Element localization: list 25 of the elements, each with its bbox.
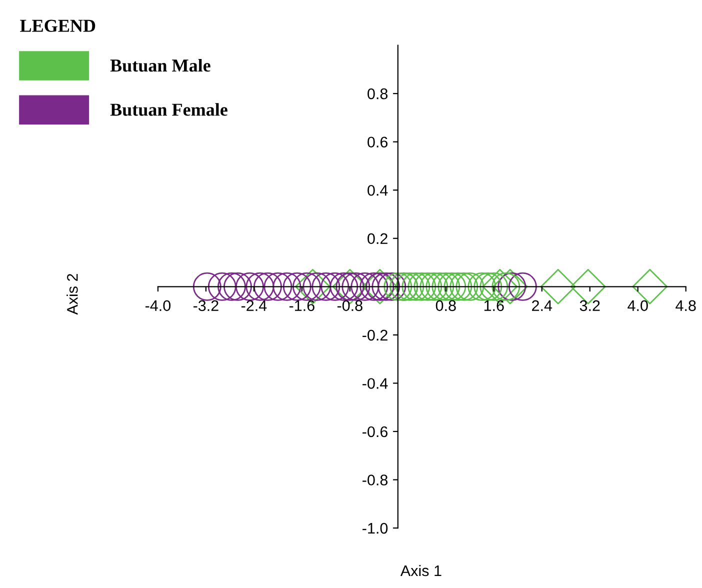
x-tick-label: -0.8 — [337, 300, 362, 312]
x-tick-label: -1.6 — [289, 300, 314, 312]
y-tick-label: -0.2 — [362, 330, 388, 341]
legend-label: Butuan Male — [110, 58, 210, 72]
y-tick-label: 0.6 — [368, 136, 388, 148]
y-axis-title: Axis 2 — [66, 274, 78, 315]
y-tick-label: -0.8 — [362, 474, 388, 486]
y-tick-label: -0.6 — [362, 426, 388, 438]
y-tick-label: 0.4 — [368, 184, 388, 196]
x-tick-label: 4.8 — [676, 300, 696, 312]
y-tick-label: 0.8 — [368, 88, 388, 100]
x-tick-label: -3.2 — [193, 300, 218, 312]
x-axis-title: Axis 1 — [400, 564, 442, 576]
x-tick-label: -2.4 — [241, 300, 267, 311]
x-tick-label: 4.0 — [628, 300, 648, 312]
y-tick-label: -0.4 — [362, 378, 388, 389]
x-tick-label: -4.0 — [145, 300, 171, 312]
x-tick-label: 3.2 — [580, 300, 600, 312]
x-tick-label: 2.4 — [532, 300, 552, 311]
legend-label: Butuan Female — [110, 103, 228, 116]
x-tick-label: 0.8 — [436, 300, 456, 312]
y-tick-label: 0.2 — [368, 233, 388, 244]
y-tick-label: -1.0 — [362, 522, 388, 534]
x-tick-label: 1.6 — [484, 300, 504, 312]
legend-title: LEGEND — [20, 20, 96, 32]
